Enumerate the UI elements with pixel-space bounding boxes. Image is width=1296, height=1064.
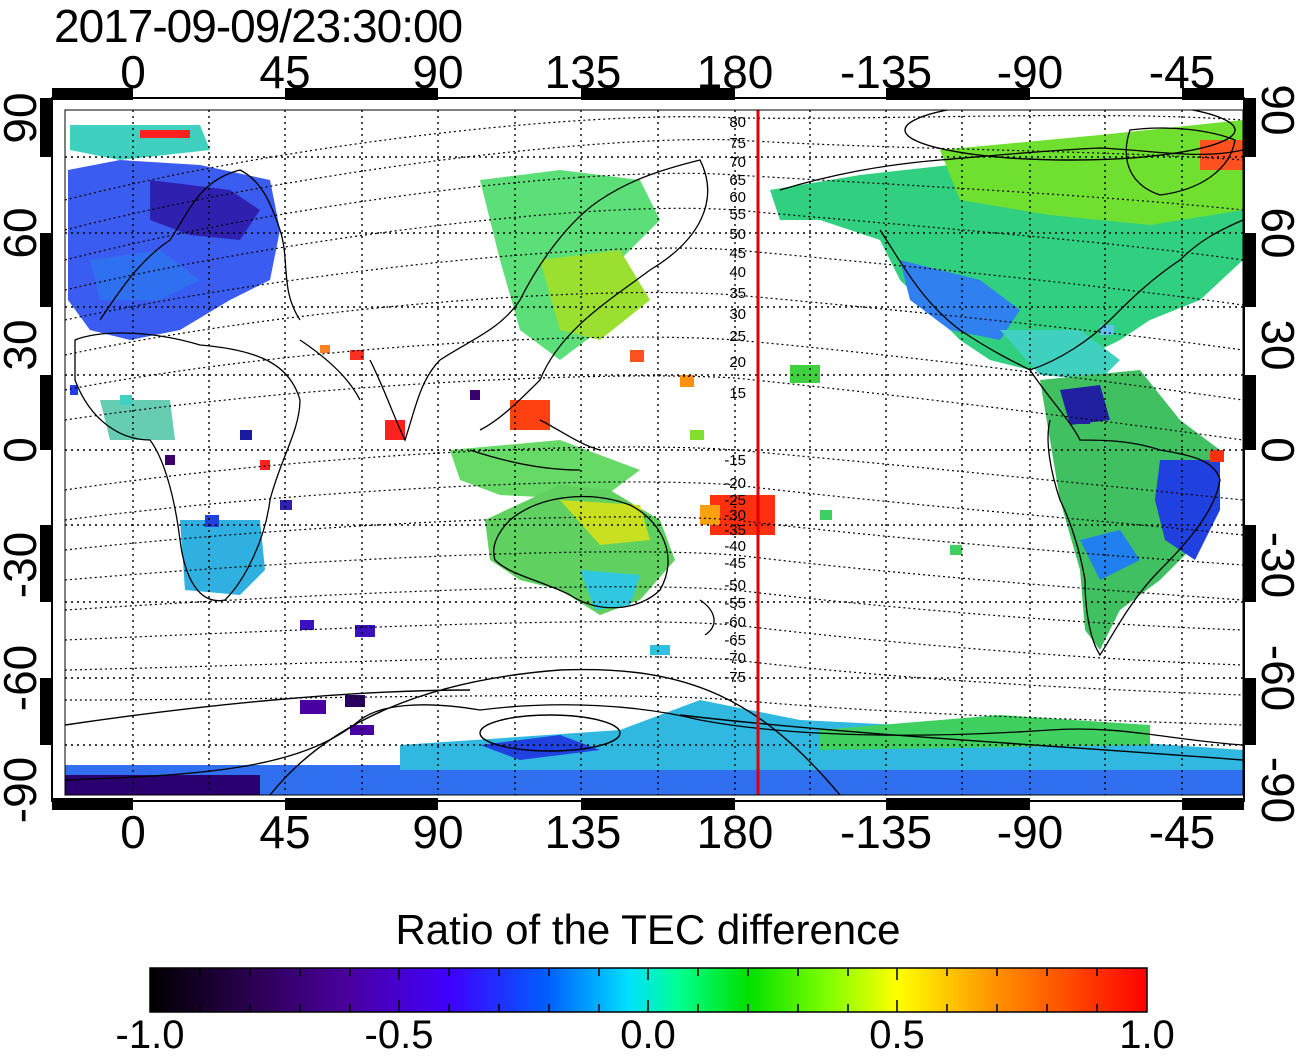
lat-right-label: 0 <box>1252 437 1296 463</box>
mag-lat-label: 35 <box>729 285 746 302</box>
coastlines <box>65 127 1243 781</box>
mag-lat-label: 75 <box>729 135 746 152</box>
lon-top-label: -135 <box>840 46 932 98</box>
graticule <box>65 110 1243 795</box>
lon-top-label: 135 <box>545 46 622 98</box>
mag-lat-label: -25 <box>724 492 746 509</box>
mag-lat-label: -45 <box>724 555 746 572</box>
mag-lat-label: -60 <box>724 614 746 631</box>
mag-lat-label: 15 <box>729 385 746 402</box>
lat-left-label: 30 <box>0 319 46 370</box>
colorbar-tick-label: 1.0 <box>1119 1013 1175 1057</box>
lat-left-label: -60 <box>0 645 46 711</box>
colorbar-ticks <box>199 968 1098 1012</box>
lat-right-label: 30 <box>1252 319 1296 370</box>
mag-lat-label: 55 <box>729 206 746 223</box>
lon-bottom-labels: 0 45 90 135 180 -135 -90 -45 <box>120 806 1215 858</box>
mag-lat-label: 80 <box>729 114 746 131</box>
colorbar-tick-label: 0.0 <box>620 1013 676 1057</box>
lat-right-label: -90 <box>1252 757 1296 823</box>
frame-tick-bars <box>40 88 1256 810</box>
scattered-patches <box>70 325 1224 735</box>
lat-left-label: 90 <box>0 92 46 143</box>
colorbar-tick-label: -1.0 <box>115 1013 185 1057</box>
lon-bottom-label: 180 <box>697 806 774 858</box>
mag-lat-label: 30 <box>729 306 746 323</box>
mag-lat-label: 45 <box>729 245 746 262</box>
lon-top-label: 180 <box>697 46 774 98</box>
mag-lat-label: -20 <box>724 475 746 492</box>
lat-left-label: 0 <box>0 437 46 463</box>
lat-left-label: -90 <box>0 757 46 823</box>
lon-top-label: -90 <box>997 46 1063 98</box>
lon-top-labels: 0 45 90 135 180 -135 -90 -45 <box>120 46 1215 98</box>
mag-lat-label: -70 <box>724 650 746 667</box>
mag-lat-label: -30 <box>724 507 746 524</box>
mag-lat-label: -15 <box>724 452 746 469</box>
lon-bottom-label: -45 <box>1149 806 1215 858</box>
mag-lat-label: -50 <box>724 577 746 594</box>
mag-lat-label: 65 <box>729 172 746 189</box>
mag-lat-label: 20 <box>729 354 746 371</box>
lon-bottom-label: 90 <box>412 806 463 858</box>
mag-lat-label: 70 <box>729 154 746 171</box>
mag-lat-label: -75 <box>724 669 746 686</box>
lon-bottom-label: 135 <box>545 806 622 858</box>
lon-top-label: 0 <box>120 46 146 98</box>
mag-lat-label: -55 <box>724 595 746 612</box>
map-timestamp-title: 2017-09-09/23:30:00 <box>54 0 463 52</box>
lat-left-label: -30 <box>0 532 46 598</box>
tec-data-layer <box>65 120 1243 795</box>
colorbar-tick-label: -0.5 <box>364 1013 434 1057</box>
mag-lat-label: 60 <box>729 189 746 206</box>
lon-bottom-label: 45 <box>259 806 310 858</box>
lat-right-label: 60 <box>1252 207 1296 258</box>
lon-bottom-label: 0 <box>120 806 146 858</box>
lon-top-label: 45 <box>259 46 310 98</box>
lat-right-label: 90 <box>1252 84 1296 135</box>
lon-bottom-label: -90 <box>997 806 1063 858</box>
magnetic-latitude-contours <box>65 114 1243 726</box>
lon-top-label: -45 <box>1149 46 1215 98</box>
mag-lat-label: 25 <box>729 328 746 345</box>
colorbar-tick-label: 0.5 <box>869 1013 925 1057</box>
lat-right-label: -60 <box>1252 645 1296 711</box>
lon-top-label: 90 <box>412 46 463 98</box>
mag-lat-label: -40 <box>724 538 746 555</box>
mag-lat-label: 40 <box>729 264 746 281</box>
lat-right-label: -30 <box>1252 532 1296 598</box>
mag-lat-label: 50 <box>729 226 746 243</box>
lon-bottom-label: -135 <box>840 806 932 858</box>
lat-left-label: 60 <box>0 207 46 258</box>
mag-lat-label: -65 <box>724 632 746 649</box>
colorbar-title: Ratio of the TEC difference <box>395 906 901 953</box>
lat-right-labels: 90 60 30 0 -30 -60 -90 <box>1252 84 1296 823</box>
mag-lat-label: -35 <box>724 522 746 539</box>
lat-left-labels: 90 60 30 0 -30 -60 -90 <box>0 92 46 823</box>
